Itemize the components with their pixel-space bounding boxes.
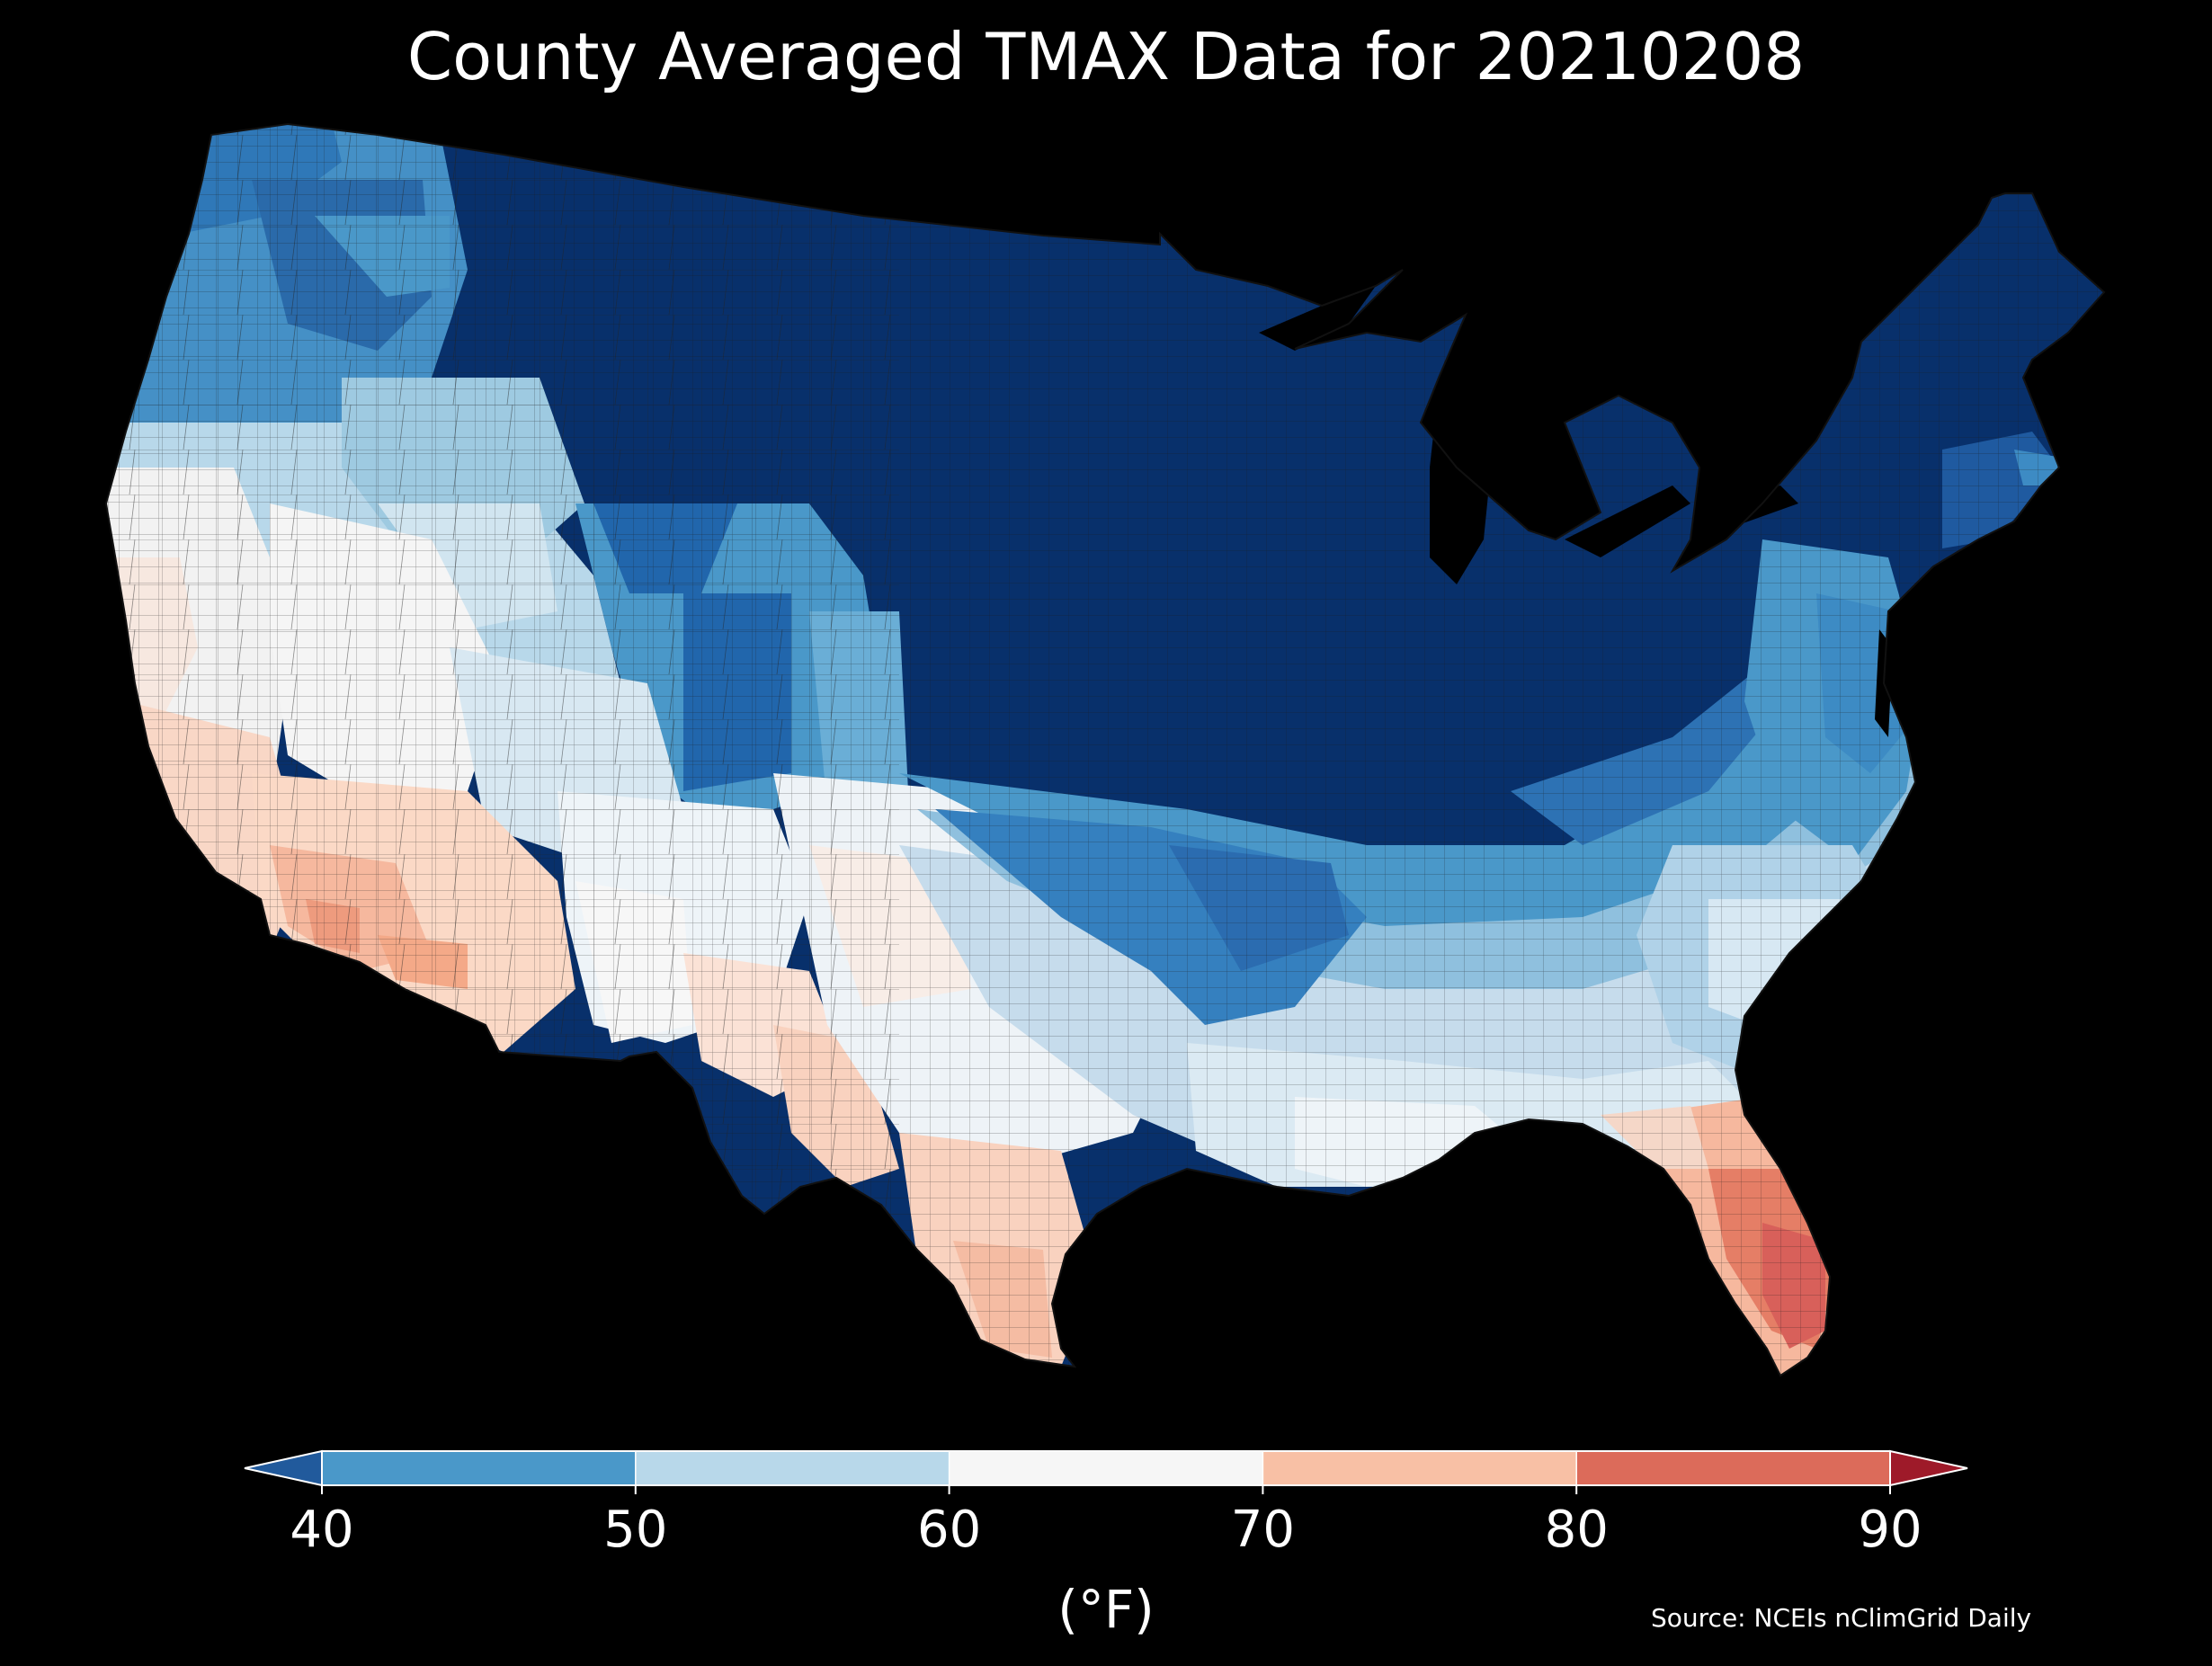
colorbar-bin-3 (1262, 1451, 1577, 1485)
source-note: Source: NCEIs nClimGrid Daily (1651, 1603, 2032, 1633)
great-lakes (1259, 286, 1893, 737)
us-county-tmax-map (105, 123, 2105, 1376)
colorbar-bins (322, 1451, 1890, 1485)
colorbar-tick-label: 90 (1858, 1501, 1922, 1559)
map-title: County Averaged TMAX Data for 20210208 (406, 19, 1806, 94)
colorbar-extend-low (244, 1449, 323, 1487)
colorbar-tick-label: 70 (1231, 1501, 1295, 1559)
colorbar-tick-label: 40 (290, 1501, 353, 1559)
colorbar-bin-4 (1576, 1451, 1890, 1485)
colorbar-extend-high (1889, 1449, 1968, 1487)
colorbar-bin-1 (635, 1451, 950, 1485)
colorbar-tick-label: 80 (1545, 1501, 1609, 1559)
colorbar-frame (321, 1450, 1891, 1486)
colorbar-tick-label: 50 (603, 1501, 667, 1559)
colorbar-unit-label: (°F) (1057, 1579, 1155, 1640)
colorbar-tick-label: 60 (917, 1501, 981, 1559)
colorbar-bin-2 (949, 1451, 1263, 1485)
colorbar-ticks: 40 50 60 70 80 90 (290, 1485, 1922, 1559)
colorbar-bin-0 (322, 1451, 636, 1485)
